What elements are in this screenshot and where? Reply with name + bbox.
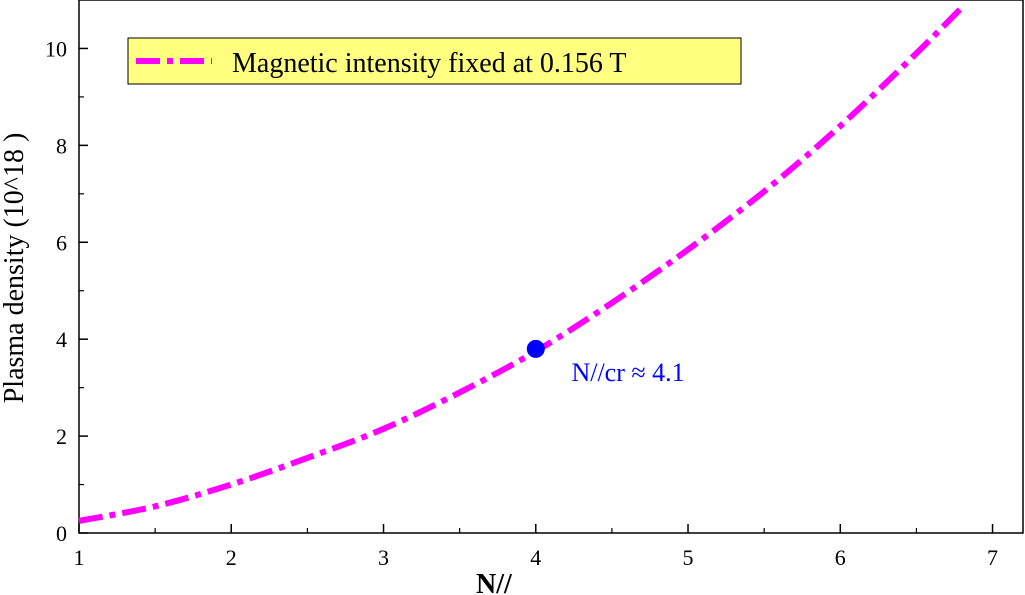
legend-label: Magnetic intensity fixed at 0.156 T bbox=[232, 48, 627, 79]
x-tick-label: 1 bbox=[74, 545, 85, 570]
legend-box bbox=[127, 37, 742, 85]
x-tick-label: 2 bbox=[226, 545, 237, 570]
x-tick-label: 7 bbox=[987, 545, 998, 570]
critical-point-marker bbox=[526, 339, 545, 358]
x-tick-label: 4 bbox=[530, 545, 541, 570]
y-tick-label: 10 bbox=[45, 36, 67, 61]
x-tick-label: 6 bbox=[835, 545, 846, 570]
annotation-layer: N//cr ≈ 4.1 bbox=[526, 339, 685, 387]
y-axis-title: Plasma density (10^18 ) bbox=[0, 133, 30, 404]
x-tick-label: 5 bbox=[683, 545, 694, 570]
x-axis-ticks: 1 2 3 4 5 6 7 bbox=[74, 524, 998, 570]
y-axis-ticks: 0 2 4 6 8 10 bbox=[45, 36, 88, 546]
legend: Magnetic intensity fixed at 0.156 T bbox=[127, 37, 742, 85]
x-tick-label: 3 bbox=[378, 545, 389, 570]
y-tick-label: 2 bbox=[56, 424, 67, 449]
plot-frame bbox=[78, 0, 1024, 534]
x-axis-title: N// bbox=[476, 569, 513, 595]
y-tick-label: 8 bbox=[56, 133, 67, 158]
y-tick-label: 6 bbox=[56, 230, 67, 255]
y-tick-label: 0 bbox=[56, 521, 67, 546]
critical-value-label: N//cr ≈ 4.1 bbox=[571, 358, 684, 387]
y-tick-label: 4 bbox=[56, 327, 67, 352]
